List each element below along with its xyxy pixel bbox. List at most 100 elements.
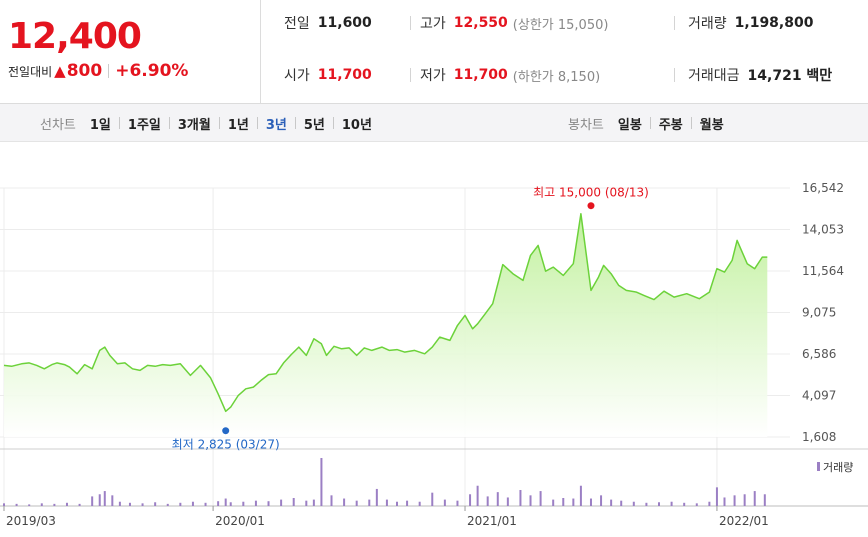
volume-bar (506, 497, 509, 506)
divider (218, 117, 220, 129)
volume-value: 1,198,800 (734, 15, 814, 31)
change-rate: +6.90% (115, 61, 189, 81)
volume-bar (330, 495, 333, 506)
divider (118, 117, 120, 129)
price-box: 12,400 전일대비 ▲ 800 +6.90% (0, 0, 261, 104)
volume-bar (111, 495, 114, 506)
trade-value-label: 거래대금 (688, 68, 740, 84)
y-tick-label: 1,608 (802, 430, 836, 444)
volume-bar (343, 498, 346, 506)
up-arrow-icon: ▲ (54, 62, 66, 80)
volume-bar (375, 488, 378, 506)
price-line (3, 212, 768, 413)
period-3y[interactable]: 3년 (265, 117, 287, 133)
volume-bar (305, 500, 308, 506)
volume-bar (486, 496, 489, 506)
volume-bar (204, 502, 207, 506)
volume-bar (670, 501, 673, 506)
volume-bar (3, 503, 5, 506)
volume-bar (552, 499, 555, 506)
candle-chart-label: 봉차트 (568, 117, 604, 133)
quote-header: 12,400 전일대비 ▲ 800 +6.90% 전일 11,600 고가 12… (0, 0, 868, 104)
volume-bar (355, 500, 358, 506)
volume-bar (154, 502, 157, 506)
current-price: 12,400 (8, 16, 142, 57)
volume-bar (229, 502, 232, 506)
low-label: 최저 2,825 (03/27) (172, 438, 280, 452)
volume-legend: 거래량 (817, 461, 853, 474)
y-tick-label: 6,586 (802, 347, 836, 361)
high-marker (587, 202, 595, 210)
price-area (4, 213, 768, 437)
volume-bar (15, 503, 18, 506)
x-tick-label: 2022/01 (719, 514, 769, 528)
volume-bar (254, 500, 257, 506)
volume-bar (715, 487, 718, 506)
period-3m[interactable]: 3개월 (177, 117, 211, 133)
lower-limit: (하한가 8,150) (512, 69, 601, 85)
volume-bar (443, 499, 446, 506)
low-label: 저가 (420, 68, 446, 84)
candle-chart-periods: 봉차트 일봉 주봉 월봉 (568, 104, 724, 142)
volume-bar (368, 499, 371, 506)
change-label: 전일대비 (8, 64, 53, 79)
prev-close-label: 전일 (284, 16, 310, 32)
volume-bar (683, 502, 686, 506)
period-1w[interactable]: 1주일 (127, 117, 161, 133)
volume-bar (529, 495, 532, 506)
chart-toolbar: 선차트 1일 1주일 3개월 1년 3년 5년 10년 봉차트 일봉 주봉 월봉 (0, 104, 868, 142)
volume-bar (91, 496, 94, 506)
y-axis: 16,542 14,053 11,564 9,075 6,586 4,097 1,608 (802, 181, 844, 444)
prev-close-cell: 전일 11,600 (284, 8, 372, 38)
volume-bar (217, 501, 220, 506)
candle-weekly[interactable]: 주봉 (658, 117, 683, 133)
volume-bar (632, 501, 635, 506)
divider (410, 68, 411, 82)
divider (108, 64, 110, 78)
divider (332, 117, 334, 129)
candle-daily[interactable]: 일봉 (617, 117, 642, 133)
line-chart-periods: 선차트 1일 1주일 3개월 1년 3년 5년 10년 (40, 104, 372, 142)
volume-bar (695, 503, 698, 506)
volume-bar (128, 502, 131, 506)
volume-bar (385, 499, 388, 506)
volume-bar (191, 501, 194, 506)
low-cell: 저가 11,700 (하한가 8,150) (420, 60, 600, 90)
period-5y[interactable]: 5년 (303, 117, 325, 133)
volume-bar (312, 499, 315, 506)
volume-bar (53, 503, 56, 506)
volume-bar (118, 501, 121, 506)
period-10y[interactable]: 10년 (341, 117, 372, 133)
price-chart: 16,542 14,053 11,564 9,075 6,586 4,097 1,608 최… (0, 181, 868, 528)
volume-bar (723, 497, 726, 506)
volume-bar (645, 502, 648, 506)
candle-monthly[interactable]: 월봉 (699, 117, 724, 133)
volume-bar (396, 501, 398, 506)
line-chart-label: 선차트 (40, 117, 76, 133)
trade-value-cell: 거래대금 14,721 백만 (688, 60, 832, 90)
volume-bar (620, 500, 623, 506)
volume-bar (600, 495, 603, 506)
trade-value-value: 14,721 백만 (747, 68, 833, 84)
period-1y[interactable]: 1년 (227, 117, 249, 133)
volume-bar (320, 458, 323, 506)
period-1d[interactable]: 1일 (89, 117, 111, 133)
open-cell: 시가 11,700 (284, 60, 372, 90)
y-tick-label: 14,053 (802, 223, 844, 237)
volume-bar (658, 502, 660, 506)
volume-bar (418, 501, 421, 506)
x-axis: 2019/03 2020/01 2021/01 2022/01 (3, 506, 769, 528)
volume-bar (103, 491, 106, 506)
divider (256, 117, 258, 129)
y-tick-label: 11,564 (802, 264, 844, 278)
volume-bar (763, 494, 766, 506)
volume-bar (28, 504, 31, 506)
volume-bar (40, 503, 43, 506)
open-value: 11,700 (317, 67, 372, 83)
x-tick-label: 2021/01 (467, 514, 517, 528)
upper-limit: (상한가 15,050) (512, 17, 609, 33)
y-tick-label: 4,097 (802, 389, 836, 403)
volume-bars (3, 458, 766, 506)
volume-bar (708, 501, 711, 506)
y-tick-label: 9,075 (802, 306, 836, 320)
